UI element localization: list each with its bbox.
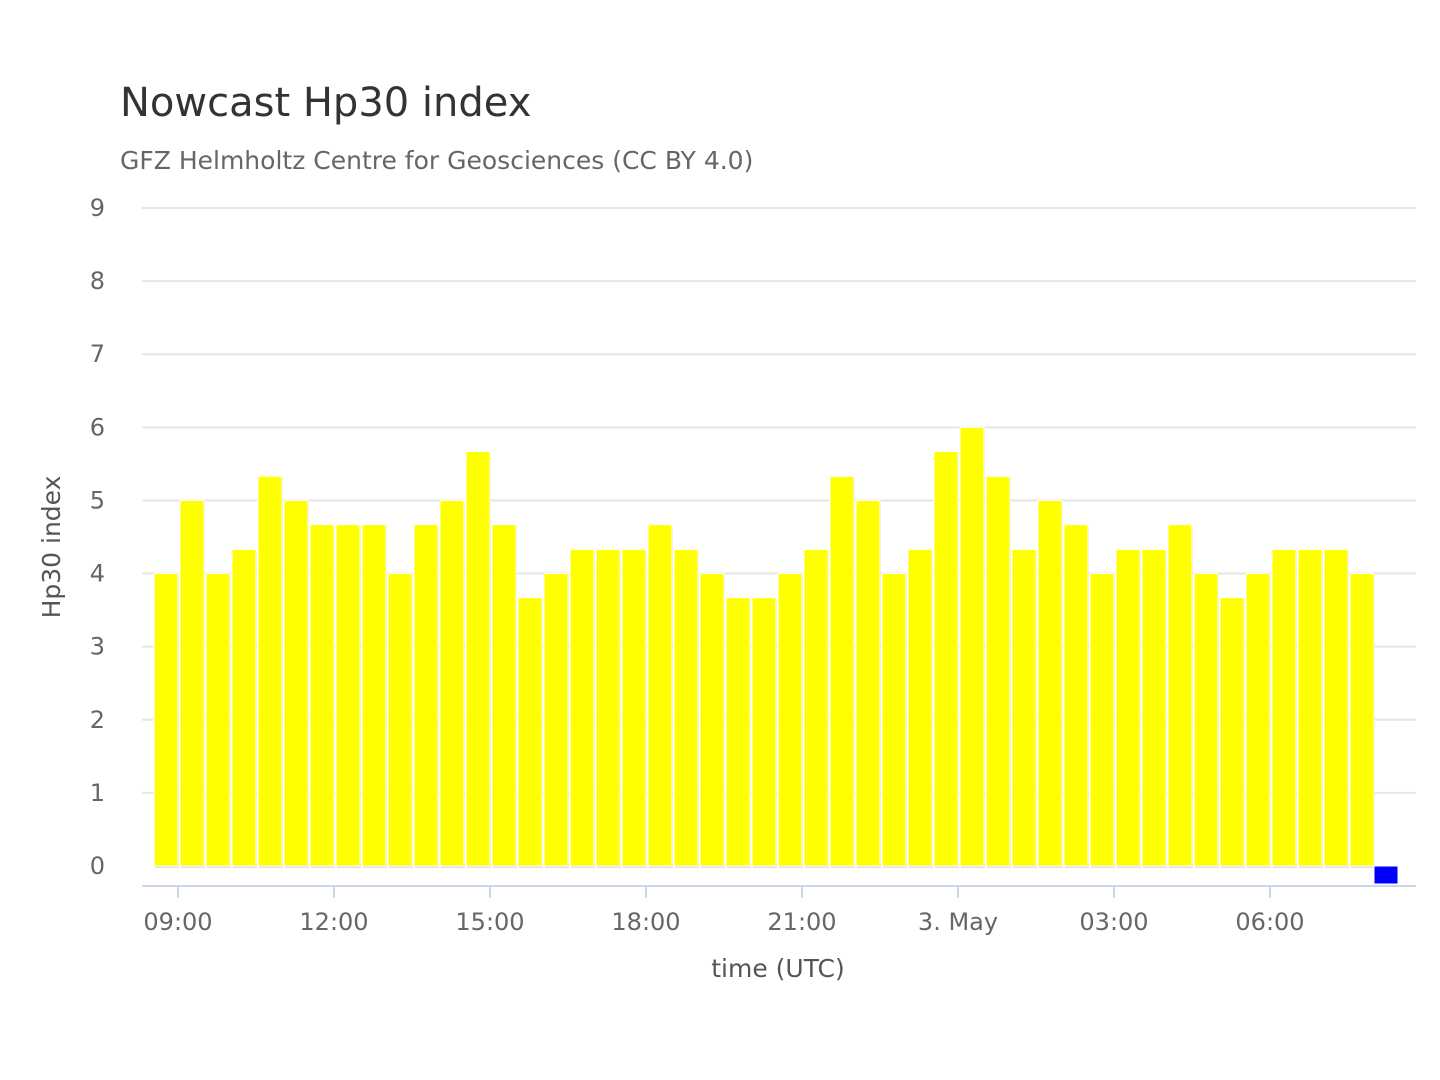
x-axis-ticks: 09:00 12:00 15:00 18:00 21:00 3. May 03:00 06:0… — [143, 886, 1305, 936]
x-tick-label: 03:00 — [1079, 908, 1148, 936]
y-tick-label: 4 — [90, 560, 105, 588]
bar — [1271, 548, 1297, 867]
y-tick-label: 8 — [90, 267, 105, 295]
y-tick-label: 3 — [90, 633, 105, 661]
bar — [907, 548, 933, 867]
bar — [465, 450, 491, 867]
bar — [647, 524, 673, 867]
bar — [335, 524, 361, 867]
bar — [153, 573, 179, 867]
bar — [673, 548, 699, 867]
bar — [491, 524, 517, 867]
x-tick-label: 12:00 — [299, 908, 368, 936]
bar — [985, 475, 1011, 867]
bar — [621, 548, 647, 867]
x-tick-label: 15:00 — [455, 908, 524, 936]
bar — [361, 524, 387, 867]
y-tick-label: 5 — [90, 486, 105, 514]
bar — [829, 475, 855, 867]
y-axis-ticks: 0 1 2 3 4 5 6 7 8 9 — [90, 194, 105, 880]
bar — [1063, 524, 1089, 867]
bar — [1037, 499, 1063, 867]
bar — [517, 597, 543, 867]
bar — [1141, 548, 1167, 867]
bar-current — [1373, 865, 1399, 885]
bar — [1011, 548, 1037, 867]
y-tick-label: 9 — [90, 194, 105, 222]
bar — [257, 475, 283, 867]
bar — [595, 548, 621, 867]
bar — [179, 499, 205, 867]
y-tick-label: 6 — [90, 413, 105, 441]
bar — [699, 573, 725, 867]
bar — [933, 450, 959, 867]
bar — [543, 573, 569, 867]
bar — [1323, 548, 1349, 867]
bar — [803, 548, 829, 867]
chart-subtitle: GFZ Helmholtz Centre for Geosciences (CC… — [120, 146, 753, 175]
bar — [959, 426, 985, 867]
bar — [231, 548, 257, 867]
bar — [283, 499, 309, 867]
x-tick-label: 3. May — [918, 908, 998, 936]
bar — [777, 573, 803, 867]
bar — [725, 597, 751, 867]
bar — [569, 548, 595, 867]
bar — [1193, 573, 1219, 867]
x-tick-label: 21:00 — [767, 908, 836, 936]
bar — [1219, 597, 1245, 867]
y-axis-title: Hp30 index — [37, 476, 66, 619]
x-axis-title: time (UTC) — [711, 954, 845, 983]
bar — [413, 524, 439, 867]
y-tick-label: 0 — [90, 852, 105, 880]
chart-title: Nowcast Hp30 index — [120, 80, 531, 126]
bars — [153, 426, 1399, 885]
bar — [751, 597, 777, 867]
bar — [881, 573, 907, 867]
bar — [1245, 573, 1271, 867]
x-tick-label: 09:00 — [143, 908, 212, 936]
bar — [1297, 548, 1323, 867]
bar — [309, 524, 335, 867]
bar — [1115, 548, 1141, 867]
y-tick-label: 1 — [90, 779, 105, 807]
bar — [1349, 573, 1375, 867]
bar — [205, 573, 231, 867]
x-tick-label: 06:00 — [1235, 908, 1304, 936]
bar — [439, 499, 465, 867]
y-tick-label: 2 — [90, 706, 105, 734]
bar — [855, 499, 881, 867]
y-tick-label: 7 — [90, 340, 105, 368]
bar — [387, 573, 413, 867]
bar — [1089, 573, 1115, 867]
x-tick-label: 18:00 — [611, 908, 680, 936]
bar — [1167, 524, 1193, 867]
